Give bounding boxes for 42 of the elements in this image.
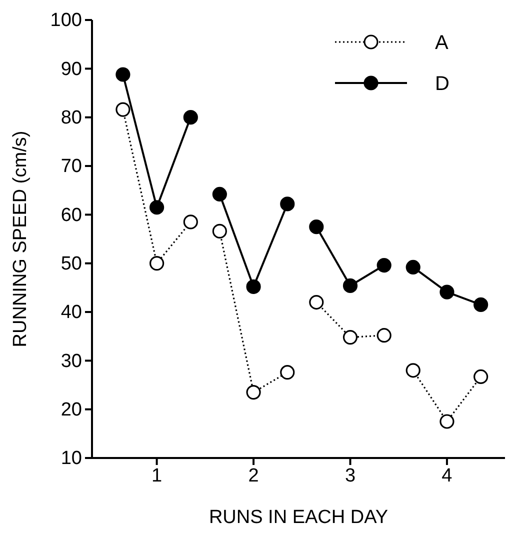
y-axis-title: RUNNING SPEED (cm/s) xyxy=(10,130,31,348)
point xyxy=(150,256,164,271)
point xyxy=(406,363,420,378)
point xyxy=(183,214,198,230)
legend-label: A xyxy=(435,32,449,54)
x-axis-title: RUNS IN EACH DAY xyxy=(208,507,388,528)
y-tick-label: 80 xyxy=(60,107,82,128)
y-tick-label: 20 xyxy=(60,399,82,420)
legend-label: D xyxy=(435,73,450,95)
point xyxy=(309,294,324,310)
y-tick-label: 60 xyxy=(60,204,82,226)
point xyxy=(376,258,392,273)
point xyxy=(280,196,295,212)
y-tick-label: 100 xyxy=(50,10,82,32)
y-tick-label: 30 xyxy=(60,350,82,372)
point xyxy=(376,328,392,343)
y-tick-label: 70 xyxy=(60,156,82,178)
point xyxy=(212,186,227,202)
point xyxy=(183,110,198,125)
point xyxy=(440,414,454,429)
point xyxy=(406,260,420,275)
point xyxy=(212,224,227,239)
point xyxy=(474,297,488,312)
x-tick-label: 4 xyxy=(442,465,453,486)
point xyxy=(280,365,295,380)
point xyxy=(342,278,358,294)
point xyxy=(116,67,130,82)
point xyxy=(474,369,488,384)
x-tick-label: 3 xyxy=(344,465,356,486)
point xyxy=(116,102,130,117)
point xyxy=(246,279,261,294)
y-tick-label: 10 xyxy=(60,448,82,470)
point xyxy=(440,284,454,300)
x-tick-label: 2 xyxy=(248,465,259,486)
y-tick-label: 50 xyxy=(60,253,82,274)
point xyxy=(246,385,261,400)
y-tick-label: 90 xyxy=(60,58,82,80)
point xyxy=(342,330,358,345)
y-tick-label: 40 xyxy=(60,302,82,324)
point xyxy=(150,200,164,215)
point xyxy=(309,220,324,234)
x-tick-label: 1 xyxy=(152,465,162,486)
